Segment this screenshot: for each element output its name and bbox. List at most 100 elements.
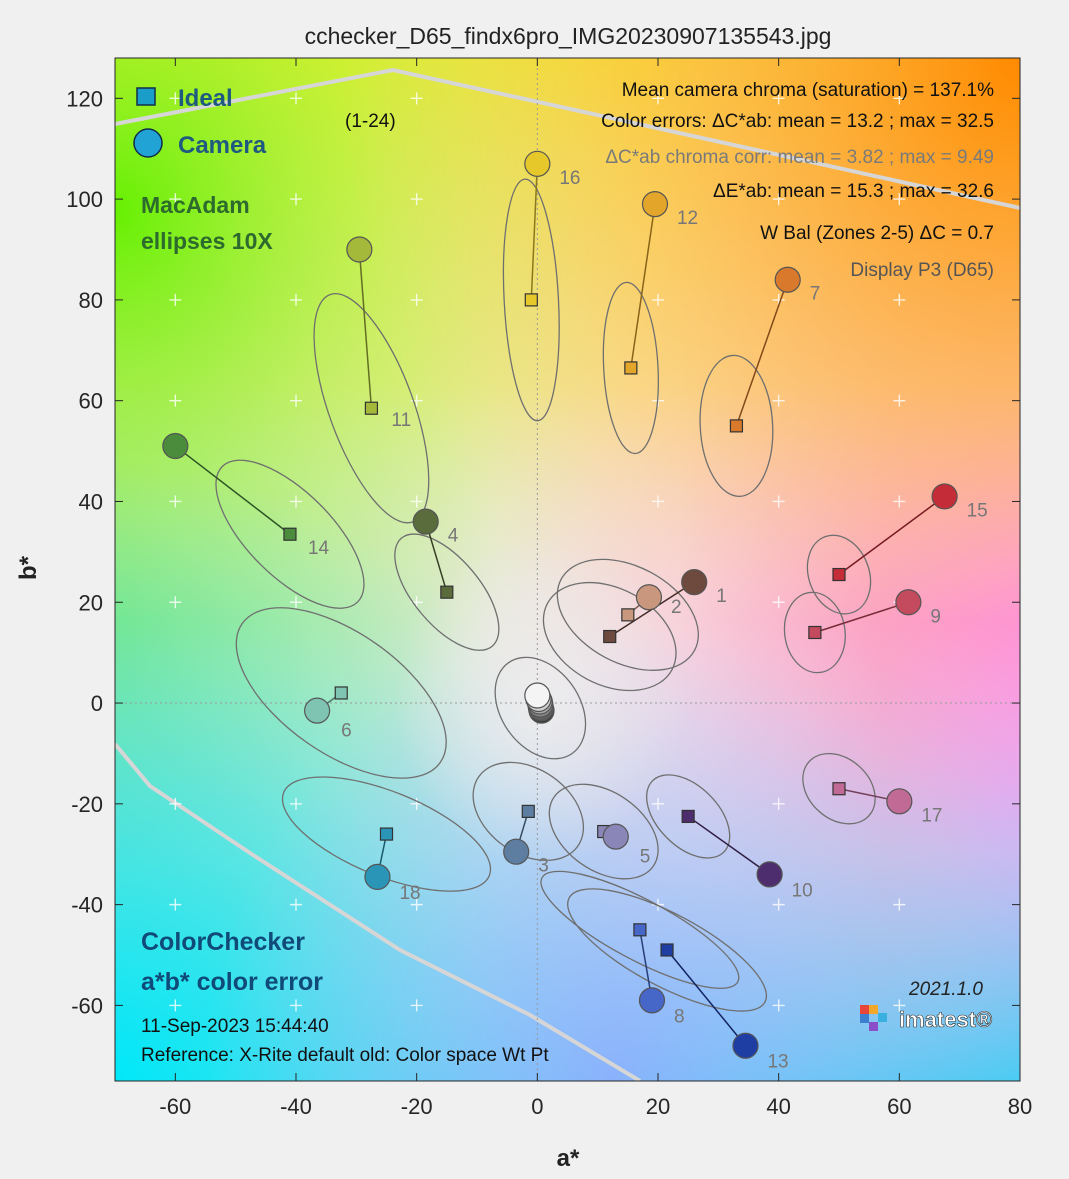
patch-label: 10 — [792, 880, 813, 901]
error-vector — [687, 815, 771, 875]
ideal-marker — [729, 419, 744, 433]
macadam-ellipse — [548, 783, 659, 880]
macadam-ellipse — [215, 459, 365, 609]
grid-plus — [169, 999, 182, 1012]
x-tick-label: -20 — [401, 1094, 433, 1119]
camera-marker — [635, 584, 663, 611]
patch-label: 11 — [391, 410, 411, 431]
camera-marker — [524, 150, 551, 177]
y-tick-label: 80 — [79, 288, 103, 313]
imatest-logo-icon — [860, 1005, 887, 1031]
grid-plus — [893, 495, 906, 508]
error-vectors — [174, 163, 946, 1047]
grid-plus — [169, 495, 182, 508]
macadam-ellipse — [602, 281, 659, 455]
legend-camera-label: Camera — [178, 132, 267, 159]
patch-label: 14 — [308, 538, 330, 559]
grid-plus — [290, 898, 302, 911]
y-tick-label: 0 — [91, 691, 103, 716]
range-label: (1-24) — [345, 111, 396, 132]
ideal-marker — [660, 943, 674, 957]
grid-plus — [290, 293, 302, 306]
plot-frame — [114, 57, 1021, 1082]
grid-plus — [772, 898, 785, 911]
grid-plus — [772, 394, 785, 407]
grid-plus — [290, 394, 302, 407]
patch-label: 13 — [767, 1052, 788, 1073]
ideal-marker — [440, 585, 454, 599]
patch-label: 17 — [921, 805, 942, 826]
grid-plus — [893, 293, 906, 306]
error-vector — [174, 445, 291, 535]
patch-label: 18 — [399, 883, 420, 904]
grid-plus — [410, 293, 423, 306]
camera-marker — [886, 788, 913, 815]
x-tick-label: -60 — [159, 1094, 191, 1119]
patch-label: 6 — [341, 721, 352, 742]
ideal-marker — [832, 567, 846, 582]
stats-color-space: Display P3 (D65) — [850, 260, 994, 281]
macadam-ellipse — [235, 607, 447, 779]
macadam-ellipse — [472, 761, 585, 862]
patch-label: 9 — [930, 606, 941, 627]
camera-marker — [774, 266, 801, 293]
grid-plus — [410, 999, 423, 1012]
grid-plus — [169, 193, 182, 206]
macadam-ellipses — [215, 178, 876, 1012]
gamut-boundary-bottom — [115, 742, 642, 1081]
legend: Ideal Camera MacAdam ellipses 10X — [133, 85, 273, 254]
version-label: 2021.1.0 — [908, 979, 983, 1000]
camera-marker — [756, 861, 783, 888]
ideal-marker — [334, 686, 348, 700]
axis-ticks: -60 -40 -20 0 20 40 60 80 -60 -40 -20 0 20 40 60 80 100 1… — [66, 58, 1032, 1119]
imatest-logo: imatest® — [860, 1005, 993, 1032]
x-tick-label: 0 — [531, 1094, 543, 1119]
camera-marker — [681, 568, 708, 596]
grid-plus — [290, 193, 302, 206]
camera-marker — [346, 236, 373, 263]
grid-plus — [893, 898, 906, 911]
camera-marker — [412, 508, 439, 535]
camera-marker — [895, 589, 922, 616]
camera-marker — [503, 838, 530, 865]
ideal-marker — [832, 782, 846, 796]
grid-plus — [893, 394, 906, 407]
patch-label: 8 — [674, 1006, 685, 1027]
ideal-marker — [633, 923, 647, 937]
macadam-ellipse — [394, 533, 500, 651]
y-tick-label: 20 — [79, 590, 103, 615]
ideal-marker — [681, 809, 695, 824]
y-tick-label: 100 — [66, 187, 103, 212]
macadam-label-2: ellipses 10X — [141, 228, 273, 254]
error-vector — [530, 163, 539, 300]
patch-label: 5 — [640, 847, 651, 868]
grid-plus — [772, 596, 785, 609]
grid-plus — [290, 596, 302, 609]
camera-marker — [162, 432, 189, 460]
stats-chroma: Mean camera chroma (saturation) = 137.1% — [622, 80, 994, 101]
patch-label: 4 — [448, 526, 459, 547]
ideal-marker — [379, 827, 394, 841]
grid-plus — [652, 797, 664, 810]
grid-plus — [410, 797, 423, 810]
stats-block: Mean camera chroma (saturation) = 137.1%… — [601, 80, 994, 281]
grid-plus — [290, 999, 302, 1012]
grid-plus — [169, 596, 182, 609]
patch-label: 12 — [677, 208, 698, 229]
grid-plus — [772, 999, 785, 1012]
macadam-ellipse — [502, 178, 560, 422]
camera-marker — [732, 1032, 759, 1059]
error-vector — [814, 601, 909, 634]
grid-plus — [169, 898, 182, 911]
ideal-marker — [624, 361, 638, 375]
grid-plus — [772, 193, 785, 206]
y-axis-label: b* — [15, 555, 42, 580]
legend-ideal-marker — [136, 87, 156, 106]
camera-marker — [524, 682, 551, 709]
error-vector — [666, 949, 747, 1047]
stats-white-balance: W Bal (Zones 2-5) ΔC = 0.7 — [760, 223, 994, 244]
macadam-ellipse — [645, 774, 731, 859]
chart-title: cchecker_D65_findx6pro_IMG20230907135543… — [305, 23, 832, 49]
chart-name-1: ColorChecker — [141, 928, 305, 956]
